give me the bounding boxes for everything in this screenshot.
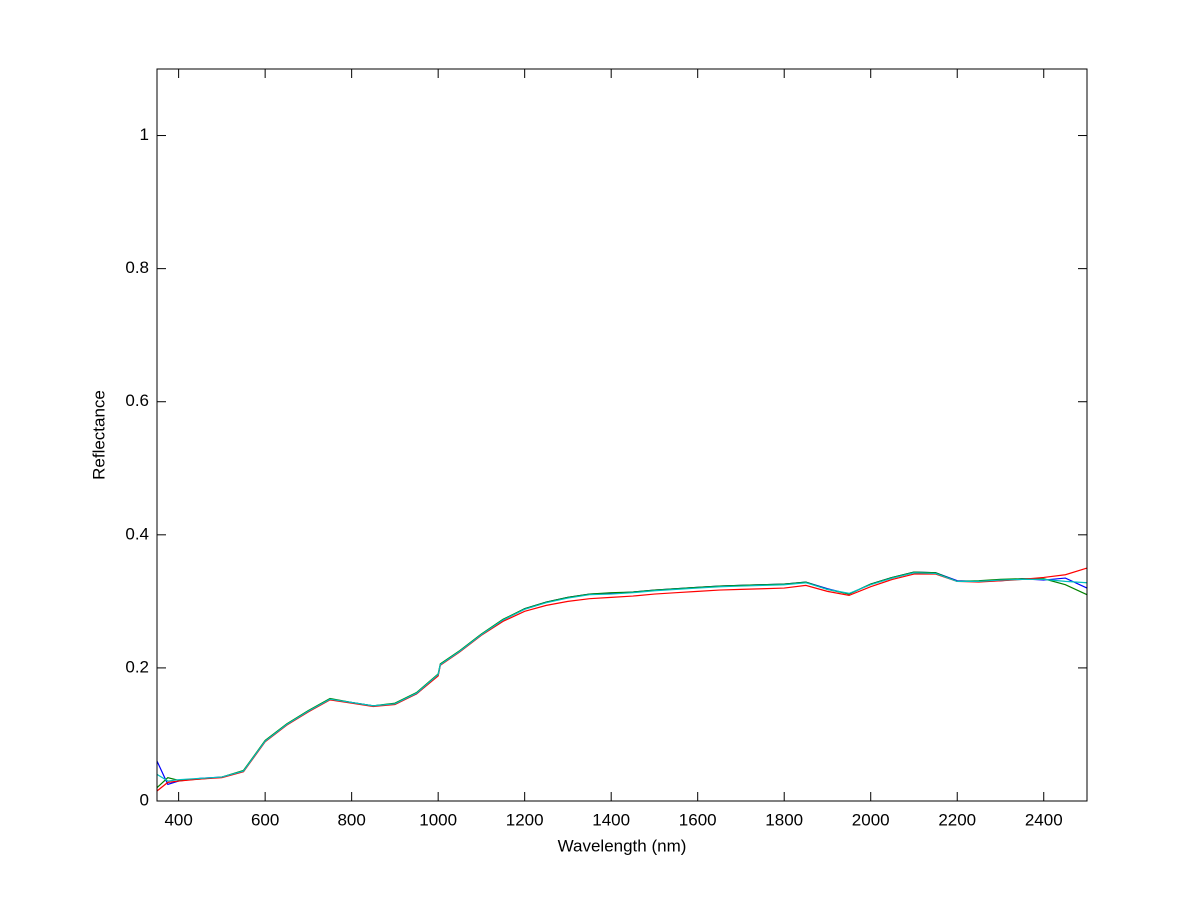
x-tick-label: 1200 (506, 810, 544, 829)
x-tick-label: 800 (337, 810, 365, 829)
x-tick-label: 2000 (852, 810, 890, 829)
y-tick-label: 0.4 (125, 524, 149, 543)
x-tick-label: 2400 (1025, 810, 1063, 829)
x-axis-label: Wavelength (nm) (558, 836, 687, 855)
x-tick-label: 2200 (938, 810, 976, 829)
x-tick-label: 1400 (592, 810, 630, 829)
series-line (156, 572, 1088, 782)
y-axis-label: Reflectance (89, 390, 108, 480)
x-tick-label: 1600 (679, 810, 717, 829)
x-tick-label: 1800 (765, 810, 803, 829)
y-tick-label: 0.2 (125, 657, 149, 676)
x-tick-label: 400 (164, 810, 192, 829)
x-tick-label: 1000 (419, 810, 457, 829)
y-tick-label: 0.6 (125, 391, 149, 410)
y-tick-label: 0 (140, 790, 149, 809)
y-tick-label: 1 (140, 125, 149, 144)
x-tick-label: 600 (251, 810, 279, 829)
plot-frame (156, 68, 1088, 802)
y-tick-label: 0.8 (125, 258, 149, 277)
